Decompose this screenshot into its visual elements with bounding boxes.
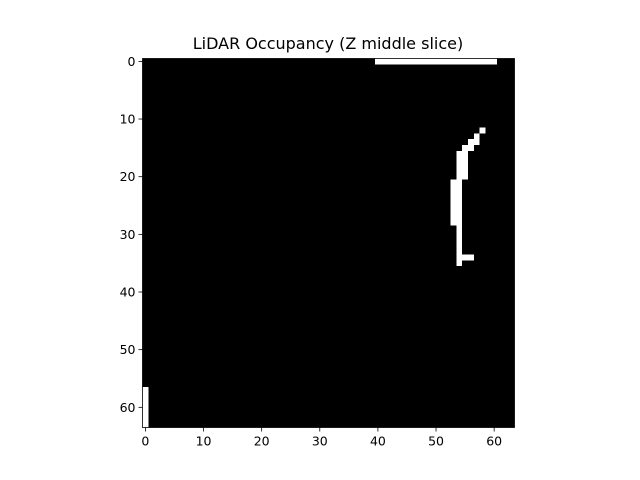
occupied-cell-run bbox=[142, 415, 149, 422]
occupied-cell-run bbox=[462, 144, 474, 151]
plot-frame bbox=[142, 58, 515, 428]
y-tick-label: 10 bbox=[120, 112, 136, 127]
y-tick-label: 30 bbox=[120, 227, 136, 242]
occupied-cell-run bbox=[456, 150, 468, 157]
occupied-cell-run bbox=[450, 214, 463, 220]
y-tick-label: 0 bbox=[128, 54, 136, 69]
occupied-cell-run bbox=[479, 127, 486, 134]
occupied-cell-run bbox=[142, 410, 149, 416]
chart-title: LiDAR Occupancy (Z middle slice) bbox=[193, 34, 463, 53]
occupied-cell-run bbox=[456, 231, 463, 238]
occupied-cell-run bbox=[375, 58, 498, 65]
y-axis: 0 10 20 30 40 50 60 bbox=[120, 54, 143, 415]
occupied-cell-run bbox=[456, 254, 474, 261]
occupied-cell-run bbox=[142, 398, 149, 405]
occupied-cell-run bbox=[450, 196, 463, 203]
occupied-cell-run bbox=[450, 219, 463, 226]
x-tick-label: 0 bbox=[141, 434, 149, 449]
y-tick-label: 40 bbox=[120, 285, 136, 300]
x-tick-label: 50 bbox=[428, 434, 444, 449]
y-tick-label: 60 bbox=[120, 400, 136, 415]
x-axis: 0 10 20 30 40 50 60 bbox=[141, 427, 502, 449]
occupied-cell-run bbox=[468, 139, 480, 145]
occupied-cell-run bbox=[142, 387, 149, 393]
occupied-cell-run bbox=[450, 179, 463, 186]
occupied-cell-run bbox=[142, 404, 149, 411]
occupied-cell-run bbox=[456, 260, 463, 267]
occupied-cell-run bbox=[456, 225, 463, 232]
occupied-cell-run bbox=[456, 173, 468, 180]
occupied-cell-run bbox=[456, 248, 463, 255]
occupied-cell-run bbox=[450, 202, 463, 209]
occupied-cell-run bbox=[456, 156, 468, 163]
x-tick-label: 40 bbox=[370, 434, 386, 449]
occupied-cell-run bbox=[142, 421, 149, 428]
x-tick-label: 20 bbox=[254, 434, 270, 449]
occupied-cell-run bbox=[142, 392, 149, 399]
x-tick-label: 60 bbox=[486, 434, 502, 449]
occupied-cell-run bbox=[473, 133, 480, 140]
occupied-cell-run bbox=[450, 185, 463, 192]
occupied-cell-run bbox=[456, 168, 468, 174]
x-tick-label: 30 bbox=[312, 434, 328, 449]
plot-area bbox=[142, 58, 515, 428]
y-tick-label: 20 bbox=[120, 169, 136, 184]
x-tick-label: 10 bbox=[196, 434, 212, 449]
occupied-cell-run bbox=[450, 191, 463, 197]
heatmap-background bbox=[142, 58, 515, 428]
occupied-cell-run bbox=[450, 208, 463, 215]
y-tick-label: 50 bbox=[120, 342, 136, 357]
occupied-cell-run bbox=[456, 243, 463, 249]
occupied-cell-run bbox=[456, 237, 463, 243]
occupied-cell-run bbox=[456, 162, 468, 169]
